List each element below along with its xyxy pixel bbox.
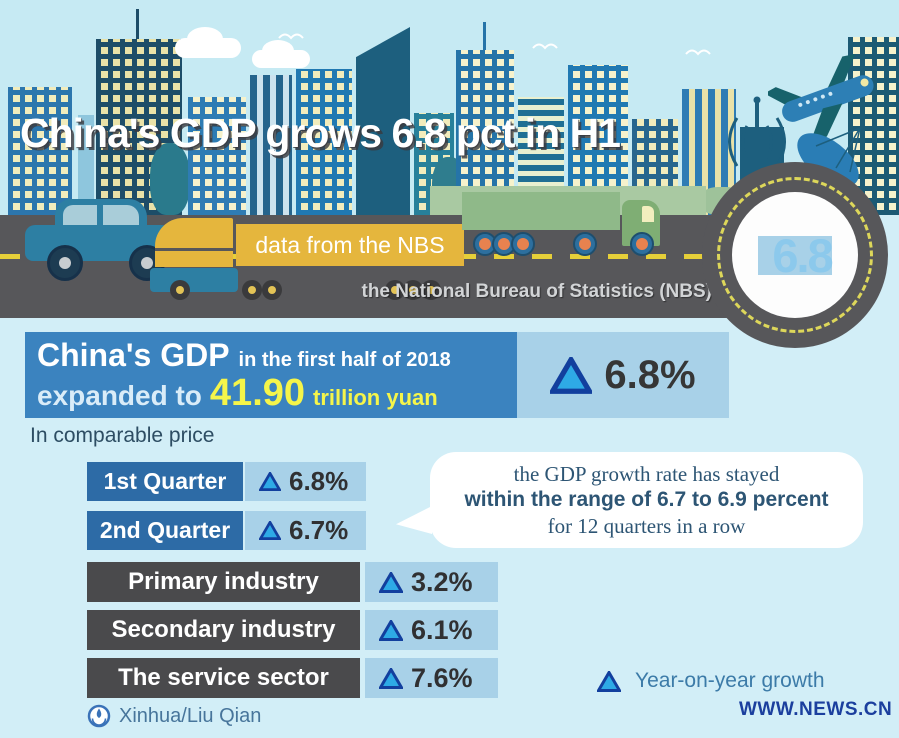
industry-value: 7.6%: [411, 662, 473, 693]
industry-value-box: 3.2%: [365, 562, 498, 602]
credit-text: Xinhua/Liu Qian: [119, 704, 262, 727]
building: [188, 97, 246, 215]
gdp-amount: 41.90: [209, 372, 306, 414]
quarter-value: 6.8%: [289, 466, 349, 496]
h1-growth-box: 6.8%: [517, 332, 729, 418]
container-truck: [430, 186, 710, 276]
industry-value: 6.1%: [411, 614, 473, 645]
bird-icon: [532, 43, 558, 50]
road: data from the NBS the National Bureau of…: [0, 186, 768, 318]
industry-label: Primary industry: [87, 562, 360, 602]
comparable-price-note: In comparable price: [30, 424, 215, 447]
badge-value: 6.8: [758, 229, 834, 282]
headline-strong: China's GDP: [37, 337, 230, 373]
headline-panel: China's GDP in the first half of 2018 ex…: [25, 332, 517, 418]
page-title: China's GDP grows 6.8 pct in H1: [20, 110, 621, 156]
up-triangle-icon: [379, 619, 403, 641]
badge-dashed-ring: [717, 177, 873, 333]
building: [250, 75, 292, 215]
industry-value: 3.2%: [411, 566, 473, 597]
headline-rest: in the first half of 2018: [238, 349, 451, 371]
gdp-growth-badge: 6.8 %: [702, 162, 888, 348]
up-triangle-icon: [379, 571, 403, 593]
industry-label: The service sector: [87, 658, 360, 698]
industry-label: Secondary industry: [87, 610, 360, 650]
quarter-label: 2nd Quarter: [87, 511, 243, 550]
bird-icon: [278, 33, 304, 40]
cloud-icon: [252, 40, 310, 68]
tree: [150, 143, 190, 215]
gdp-unit: trillion yuan: [313, 385, 438, 410]
quarter-value-box: 6.8%: [245, 462, 366, 501]
credit: Xinhua/Liu Qian: [87, 704, 261, 728]
sky-background: [0, 0, 899, 216]
legend-label: Year-on-year growth: [635, 669, 825, 692]
building-antenna: [136, 9, 139, 39]
bubble-line1: the GDP growth rate has stayed: [513, 462, 780, 486]
bubble-line2: within the range of 6.7 to 6.9 percent: [464, 488, 829, 511]
speech-bubble-tail: [396, 506, 432, 534]
truck-banner: data from the NBS: [236, 224, 464, 266]
building: [8, 87, 72, 215]
up-triangle-icon: [259, 472, 281, 491]
up-triangle-icon: [259, 521, 281, 540]
car-wheel: [47, 245, 83, 281]
xinhua-logo-icon: [87, 704, 111, 728]
building: [78, 115, 94, 215]
speech-bubble: the GDP growth rate has stayed within th…: [430, 452, 863, 548]
antenna-icon: [728, 96, 786, 216]
up-triangle-icon: [597, 670, 621, 692]
quarter-value-box: 6.7%: [245, 511, 366, 550]
up-triangle-icon: [379, 667, 403, 689]
legend: Year-on-year growth: [597, 669, 825, 693]
cloud-icon: [175, 27, 241, 58]
bubble-line3: for 12 quarters in a row: [547, 514, 746, 538]
building: [356, 27, 410, 215]
industry-value-box: 6.1%: [365, 610, 498, 650]
industry-value-box: 7.6%: [365, 658, 498, 698]
up-triangle-icon: [550, 356, 593, 394]
banner-truck: data from the NBS: [150, 218, 480, 308]
airplane-icon: [768, 53, 874, 141]
quarter-value: 6.7%: [289, 515, 349, 545]
h1-growth-value: 6.8%: [604, 352, 696, 397]
building: [296, 69, 352, 215]
headline-lead: expanded to: [37, 380, 202, 411]
bird-icon: [685, 49, 711, 56]
quarter-label: 1st Quarter: [87, 462, 243, 501]
website-url: WWW.NEWS.CN: [739, 699, 893, 720]
nbs-caption: the National Bureau of Statistics (NBS): [361, 281, 713, 302]
building-spire: [483, 22, 486, 50]
